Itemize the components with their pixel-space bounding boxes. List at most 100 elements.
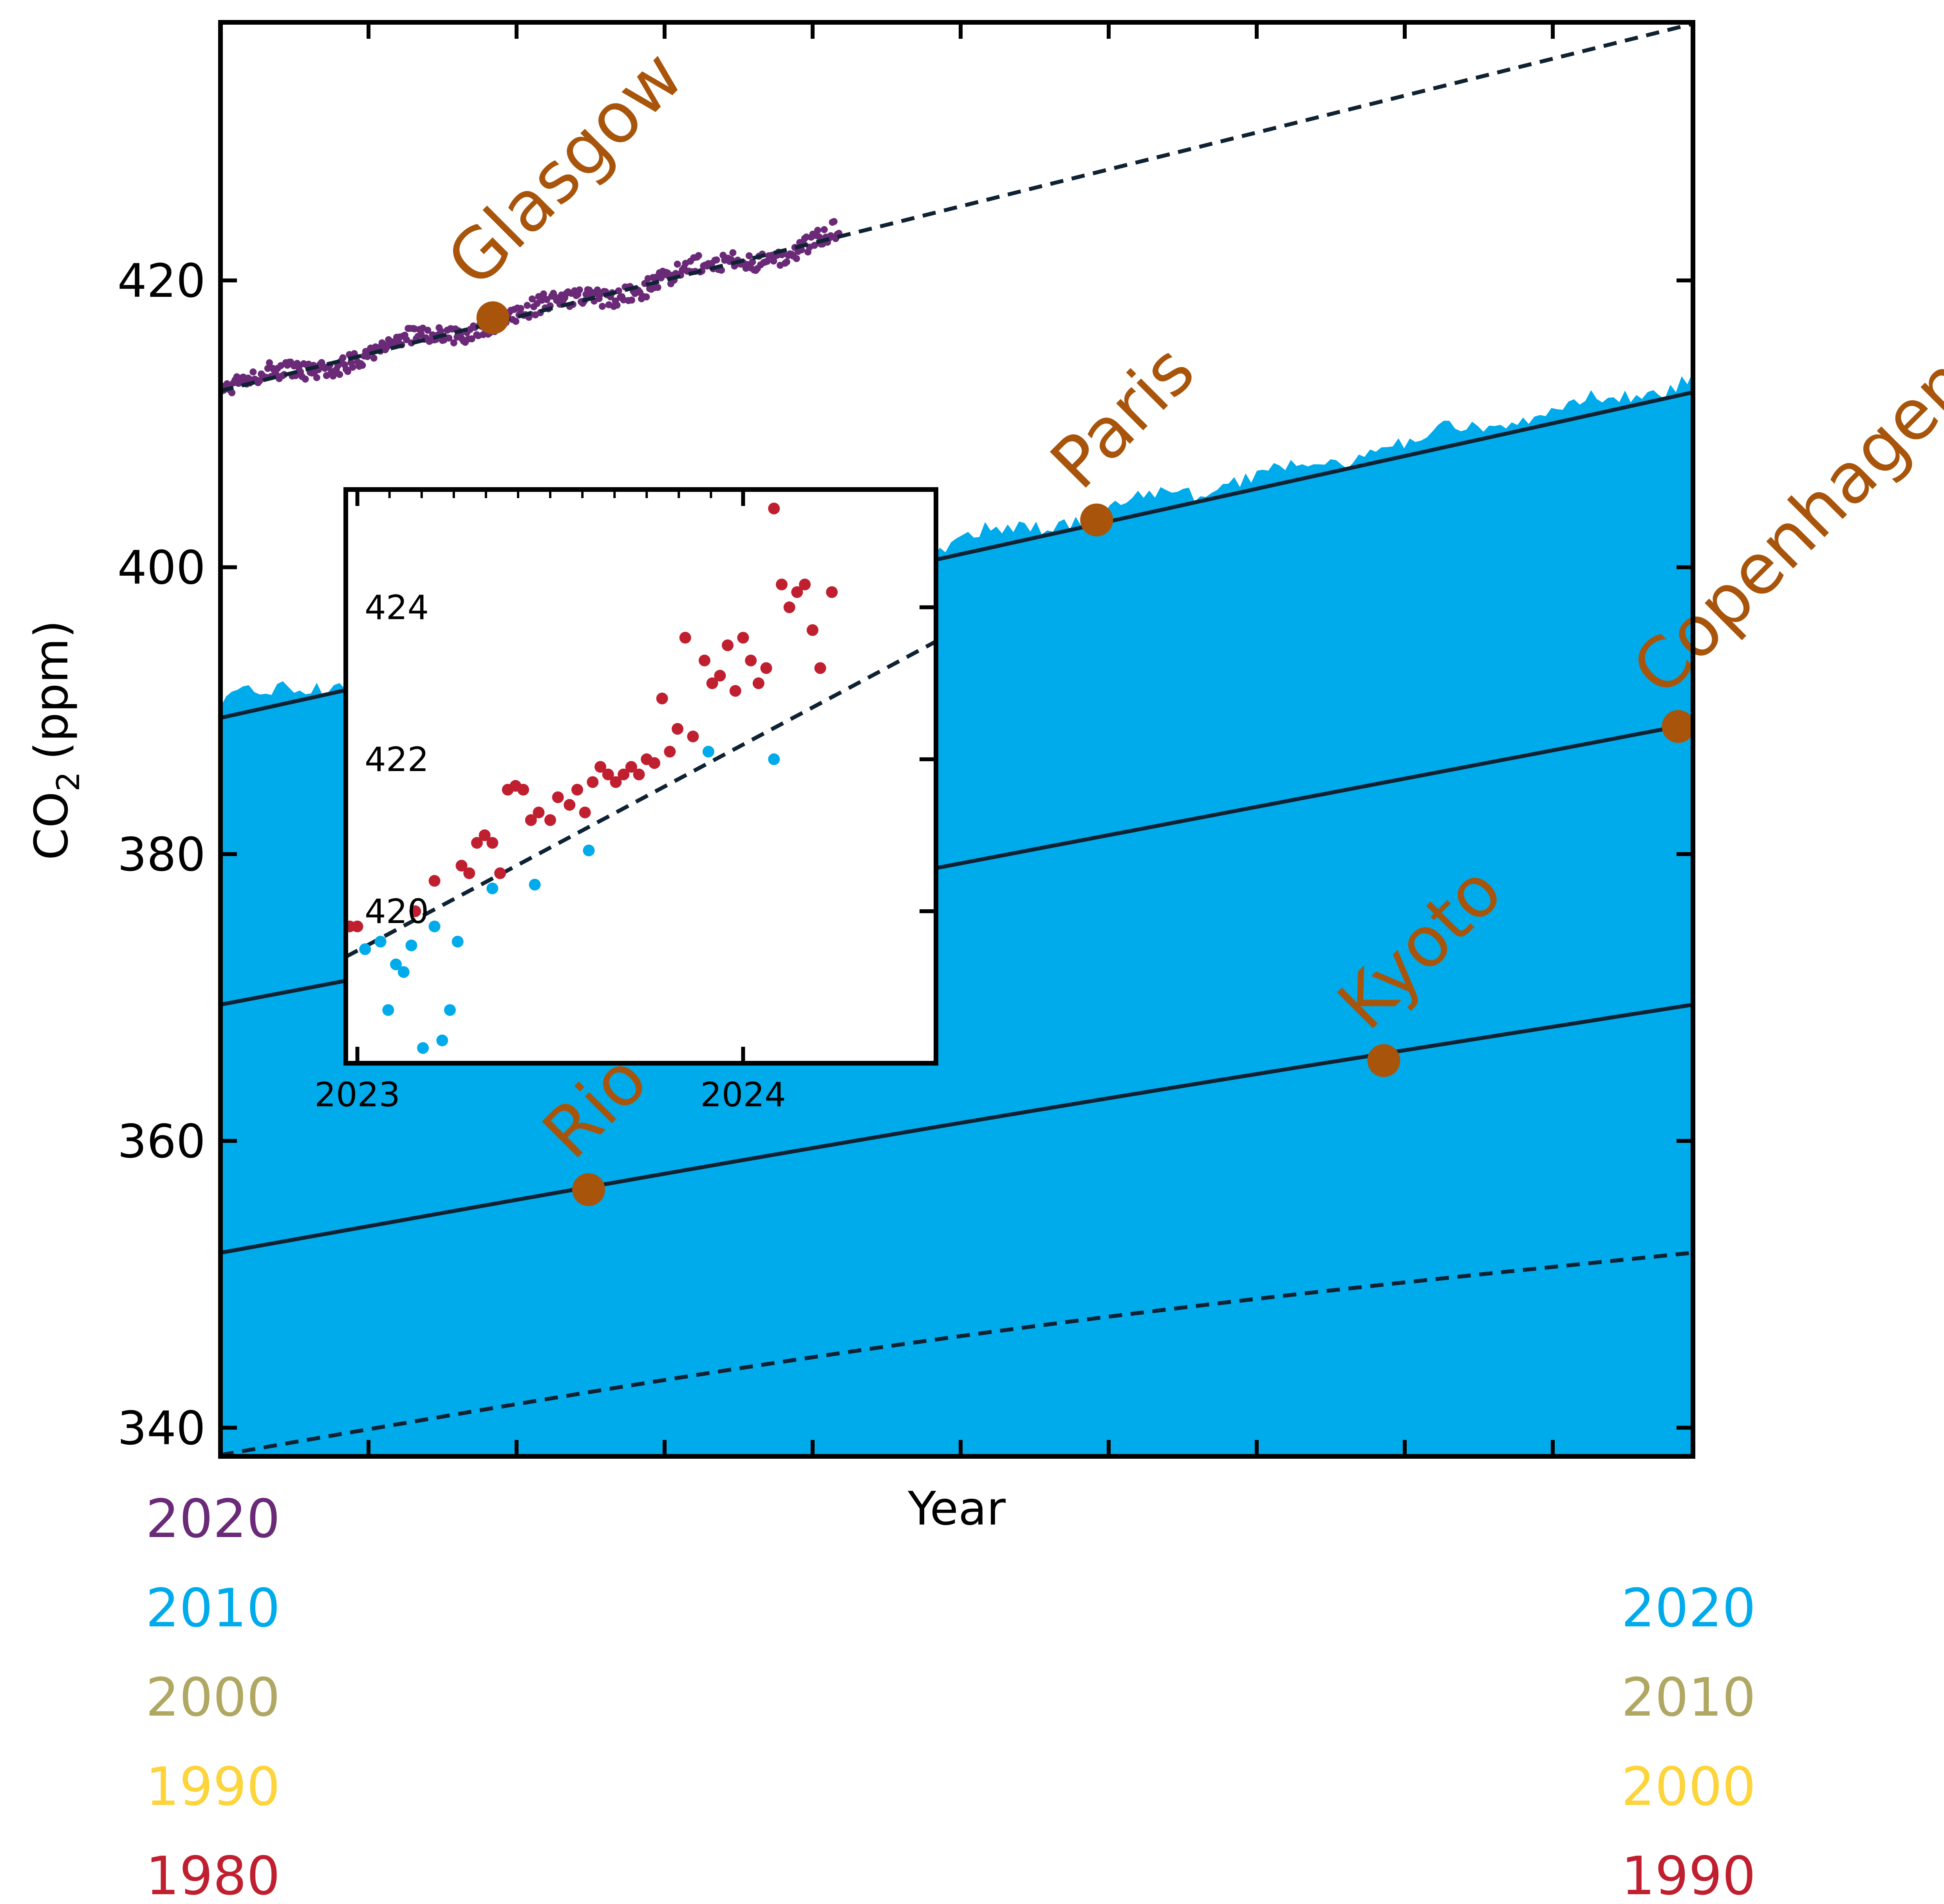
point-2020 bbox=[540, 290, 547, 298]
inset-point bbox=[745, 654, 757, 667]
point-2020 bbox=[820, 226, 828, 233]
point-2020 bbox=[323, 372, 330, 379]
event-marker bbox=[1367, 1044, 1400, 1077]
inset-point bbox=[699, 654, 710, 667]
inset-point bbox=[783, 601, 795, 613]
inset-point bbox=[533, 806, 545, 818]
point-2020 bbox=[424, 327, 432, 334]
point-2020 bbox=[468, 335, 475, 343]
inset-x-tick-label: 2024 bbox=[700, 1075, 786, 1115]
inset-point bbox=[405, 939, 417, 952]
inset-point bbox=[679, 632, 691, 644]
y-tick-label: 420 bbox=[117, 254, 206, 308]
inset-point bbox=[672, 723, 684, 735]
point-2020 bbox=[599, 303, 606, 310]
inset-point bbox=[359, 943, 371, 955]
point-2020 bbox=[349, 363, 356, 371]
event-marker bbox=[1080, 503, 1113, 537]
point-2020 bbox=[783, 258, 790, 266]
inset-point bbox=[382, 1004, 394, 1016]
point-2020 bbox=[770, 257, 777, 265]
inset-point bbox=[436, 1034, 448, 1046]
legend-left-item: 1990 bbox=[146, 1756, 280, 1817]
decade-legends: 2020 2010 2000 1990 1980 2020 2010 2000 1990 bbox=[146, 1488, 1756, 1904]
inset-point bbox=[374, 936, 387, 948]
y-tick-labels: 340 360 380 400 420 bbox=[117, 254, 206, 1455]
point-2020 bbox=[830, 218, 838, 225]
inset-point bbox=[452, 936, 464, 948]
event-marker bbox=[1662, 710, 1695, 743]
event-label: Paris bbox=[1035, 329, 1210, 504]
inset-point bbox=[768, 502, 780, 515]
x-axis-label: Year bbox=[907, 1481, 1006, 1535]
trend-line-1980 bbox=[220, 1251, 1693, 1456]
inset-point bbox=[444, 1004, 456, 1016]
point-2020 bbox=[613, 302, 621, 309]
inset-point bbox=[649, 757, 660, 769]
point-2020 bbox=[543, 296, 551, 303]
inset-point bbox=[494, 867, 506, 879]
event-label: Glasgow bbox=[432, 35, 698, 302]
point-2020 bbox=[816, 233, 823, 241]
point-2020 bbox=[512, 318, 520, 325]
point-2020 bbox=[344, 368, 351, 375]
inset-point bbox=[587, 776, 599, 788]
inset-point bbox=[625, 761, 637, 773]
inset-point bbox=[463, 867, 475, 879]
point-2020 bbox=[524, 302, 531, 309]
point-2020 bbox=[339, 354, 347, 361]
legend-right-item: 2000 bbox=[1621, 1756, 1756, 1817]
inset-point bbox=[633, 768, 645, 780]
inset-point bbox=[571, 784, 583, 796]
inset-point bbox=[564, 799, 576, 811]
inset-point bbox=[428, 875, 441, 887]
inset-point bbox=[417, 1042, 429, 1054]
inset-point bbox=[776, 578, 788, 591]
point-2020 bbox=[336, 371, 343, 378]
legend-left-item: 2020 bbox=[146, 1488, 280, 1550]
point-2020 bbox=[417, 331, 425, 338]
inset-trend-line bbox=[346, 639, 936, 959]
y-tick-label: 360 bbox=[117, 1114, 206, 1168]
inset-point bbox=[814, 662, 826, 674]
point-2020 bbox=[370, 354, 378, 362]
inset-point bbox=[351, 920, 363, 932]
inset-point bbox=[618, 768, 630, 780]
inset-y-tick-label: 420 bbox=[365, 892, 429, 931]
inset-point bbox=[529, 879, 541, 891]
inset-point bbox=[610, 776, 622, 788]
inset-plot: 420 422 424 2023 2024 bbox=[314, 487, 938, 1115]
inset-point bbox=[826, 586, 838, 598]
point-2020 bbox=[814, 227, 821, 234]
point-2020 bbox=[729, 249, 737, 257]
inset-frame bbox=[343, 487, 938, 1066]
event-marker bbox=[572, 1173, 605, 1206]
trend-line-1990 bbox=[220, 1003, 1693, 1255]
point-2020 bbox=[811, 242, 818, 249]
point-2020 bbox=[793, 255, 800, 262]
main-axis-ticks bbox=[220, 22, 1693, 1456]
inset-point bbox=[594, 761, 607, 773]
legend-left-item: 2000 bbox=[146, 1667, 280, 1728]
inset-point bbox=[517, 784, 529, 796]
inset-point bbox=[714, 670, 726, 682]
inset-point bbox=[602, 768, 614, 780]
point-2020 bbox=[450, 339, 457, 347]
inset-point bbox=[729, 685, 741, 697]
point-2020 bbox=[576, 286, 583, 294]
inset-axis-ticks: 420 422 424 2023 2024 bbox=[314, 490, 936, 1115]
point-2020 bbox=[266, 359, 273, 367]
main-plot-frame bbox=[218, 20, 1695, 1459]
point-2020 bbox=[718, 267, 725, 274]
inset-point bbox=[390, 958, 402, 970]
y-tick-label: 340 bbox=[117, 1401, 206, 1455]
inset-point bbox=[544, 814, 556, 826]
point-2020 bbox=[528, 295, 536, 303]
inset-point bbox=[471, 837, 483, 849]
point-2020 bbox=[713, 256, 720, 264]
inset-point bbox=[583, 844, 595, 856]
point-2020 bbox=[359, 361, 366, 369]
point-2020 bbox=[749, 258, 756, 266]
y-tick-label: 380 bbox=[117, 827, 206, 882]
